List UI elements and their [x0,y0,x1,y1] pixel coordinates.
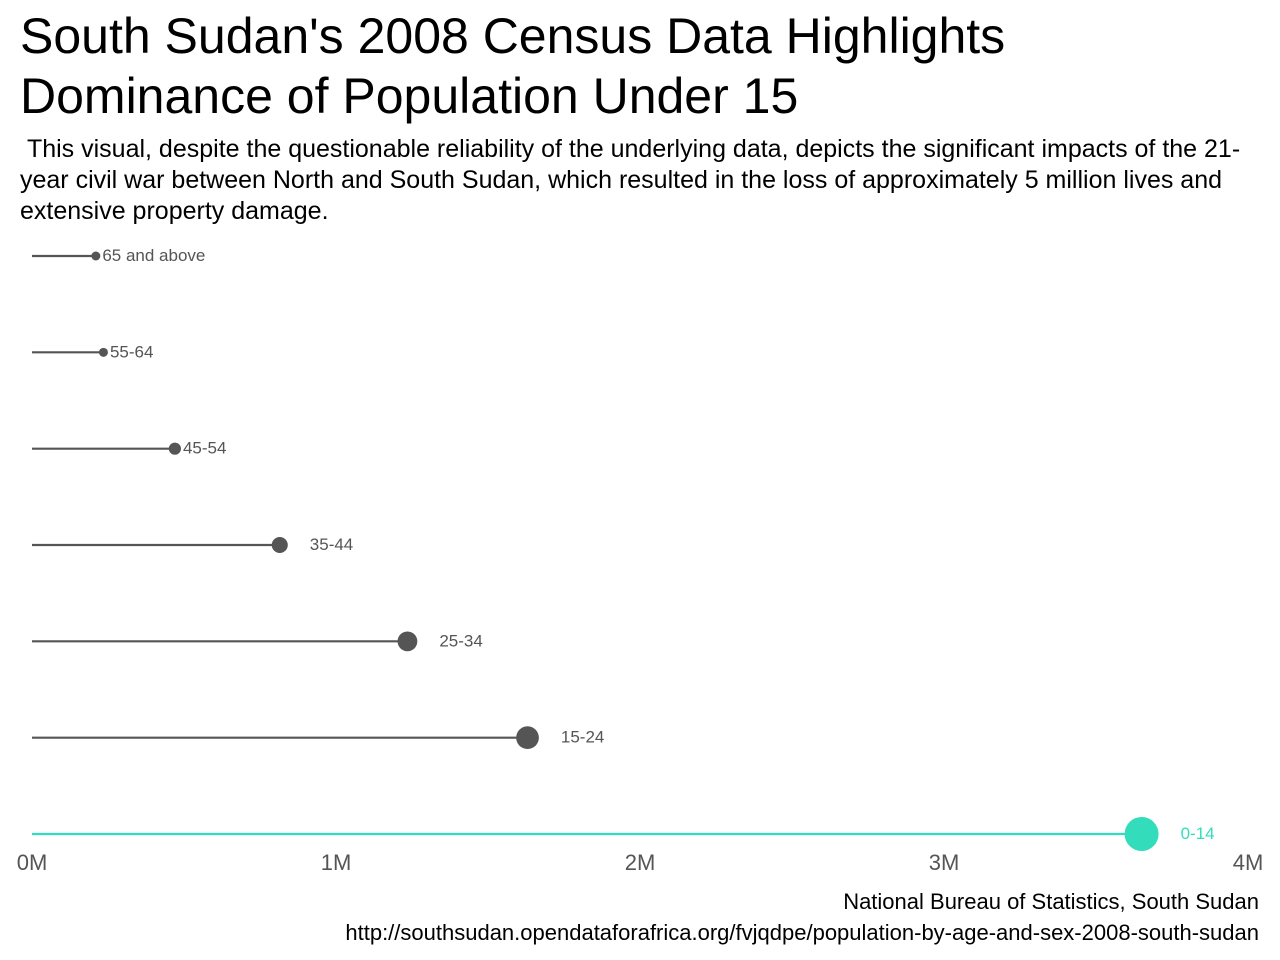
x-tick-label: 2M [625,850,656,875]
chart-title: South Sudan's 2008 Census Data Highlight… [20,8,1006,124]
data-label-15-24: 15-24 [561,728,604,747]
point-15-24 [516,726,539,750]
data-label-55-64: 55-64 [110,342,153,361]
x-tick-label: 4M [1233,850,1264,875]
x-axis: 0M 1M 2M 3M 4M [17,850,1264,875]
x-tick-label: 3M [929,850,960,875]
chart-subtitle: This visual, despite the questionable re… [20,135,1241,225]
point-55-64 [98,347,108,357]
data-label-0-14: 0-14 [1181,824,1215,843]
data-label-45-54: 45-54 [183,439,226,458]
point-35-44 [271,536,288,554]
caption-url: http://southsudan.opendataforafrica.org/… [345,920,1259,945]
data-label-25-34: 25-34 [439,631,482,650]
data-label-35-44: 35-44 [310,535,353,554]
data-label-65-and-above: 65 and above [102,246,205,265]
caption-source: National Bureau of Statistics, South Sud… [843,889,1259,914]
lollipop-chart: 65 and above 55-64 45-54 35-44 25-34 15-24 0-1… [17,246,1264,875]
chart-marks: 65 and above 55-64 45-54 35-44 25-34 15-24 0-1… [32,246,1215,851]
point-45-54 [168,442,181,455]
x-tick-label: 1M [321,850,352,875]
point-0-14 [1124,817,1159,851]
point-65-and-above [91,251,101,261]
x-tick-label: 0M [17,850,48,875]
point-25-34 [397,631,418,652]
